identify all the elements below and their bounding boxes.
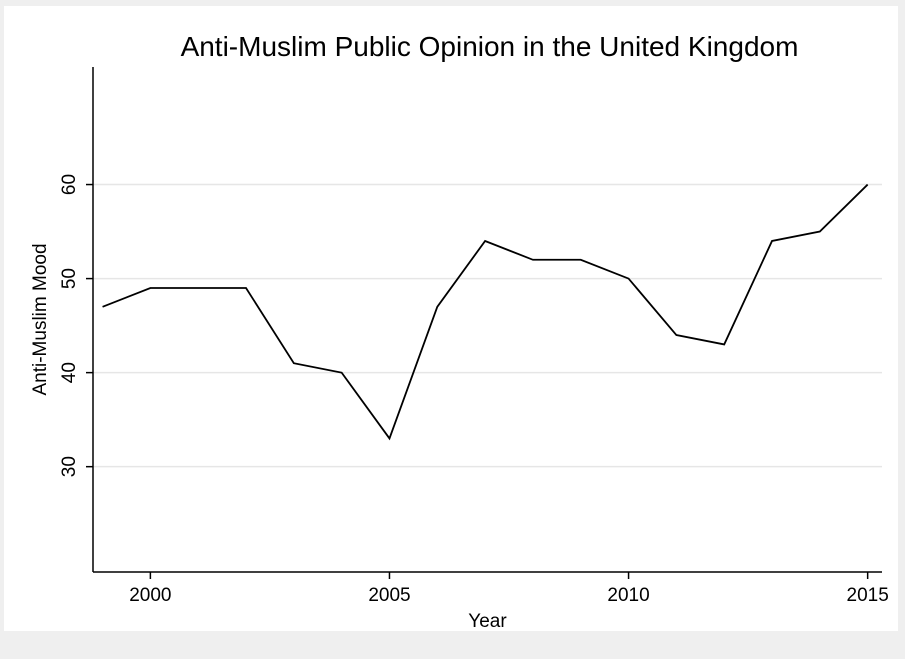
x-tick-label-2015: 2015 xyxy=(847,585,889,606)
x-axis-title: Year xyxy=(468,611,507,632)
series-line-0 xyxy=(102,183,869,441)
series-layer xyxy=(102,183,869,441)
tick-labels: 30 40 50 60 2000 2005 2010 2015 xyxy=(59,174,889,606)
gridlines xyxy=(93,183,882,468)
plot-panel xyxy=(4,6,898,631)
x-tick-label-2010: 2010 xyxy=(607,585,649,606)
chart-title: Anti-Muslim Public Opinion in the United… xyxy=(181,31,799,62)
x-tick-label-2000: 2000 xyxy=(129,585,171,606)
x-tick-label-2005: 2005 xyxy=(368,585,410,606)
y-tick-label-60: 60 xyxy=(59,174,80,195)
y-tick-label-40: 40 xyxy=(59,362,80,383)
axes xyxy=(86,67,882,579)
y-tick-label-30: 30 xyxy=(59,456,80,477)
y-tick-label-50: 50 xyxy=(59,268,80,289)
y-axis-title: Anti-Muslim Mood xyxy=(30,243,51,395)
